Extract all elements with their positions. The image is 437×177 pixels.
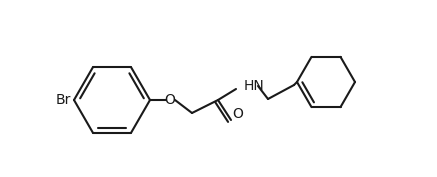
Text: Br: Br (55, 93, 71, 107)
Text: HN: HN (244, 79, 265, 93)
Text: O: O (165, 93, 175, 107)
Text: O: O (232, 107, 243, 121)
